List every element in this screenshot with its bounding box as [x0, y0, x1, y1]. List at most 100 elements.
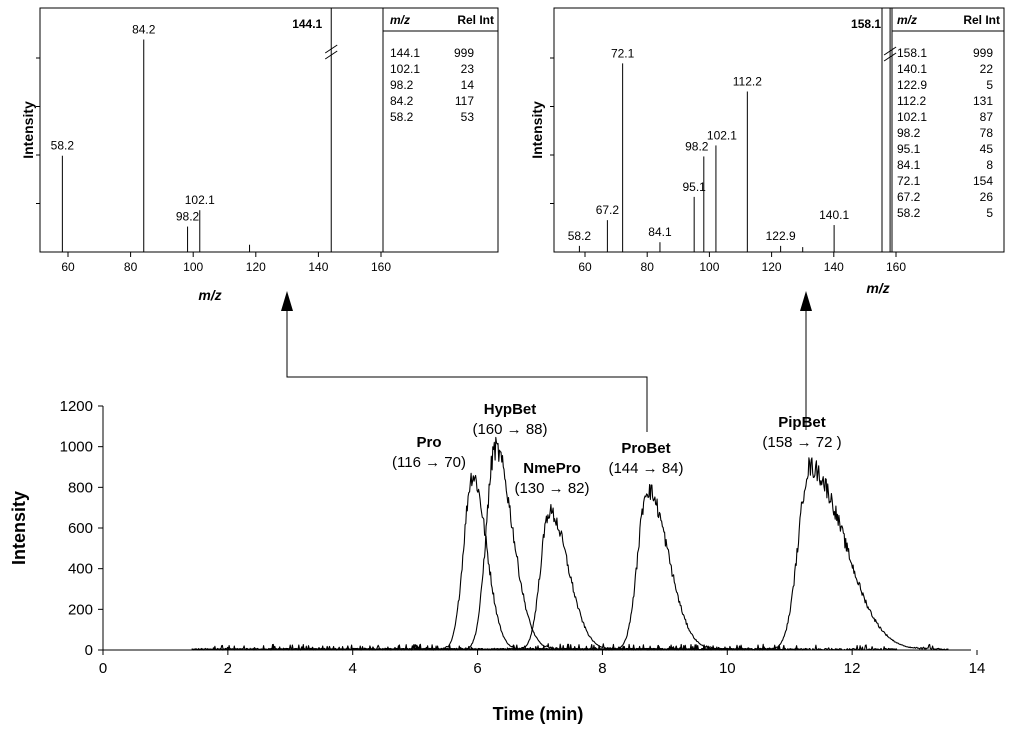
spectrum-panel-pipbet: 60 80 100 120 140 160 58.2 67.2 72.1 84.1 95.1 98.… [529, 7, 1005, 296]
x-tick-label: 6 [473, 660, 481, 677]
peak-label: 58.2 [51, 139, 75, 153]
precursor-peak: 144.1 [292, 8, 338, 252]
peak-label: 67.2 [596, 203, 620, 217]
x-tick-label: 14 [969, 660, 986, 677]
x-tick-label: 0 [99, 660, 107, 677]
table-cell-mz: 112.2 [897, 94, 926, 108]
x-tick-label: 140 [824, 260, 844, 274]
table-cell-relint: 5 [986, 78, 993, 92]
x-axis-ticks: 0 2 4 6 8 10 12 14 [99, 650, 986, 677]
precursor-peak: 158.1 [851, 8, 897, 252]
trace-pro [191, 472, 723, 651]
y-axis-ticks [550, 57, 554, 204]
table-cell-relint: 999 [973, 46, 993, 60]
x-tick-label: 2 [224, 660, 232, 677]
x-tick-label: 80 [641, 260, 655, 274]
table-cell-relint: 131 [973, 94, 993, 108]
peak-label: 58.2 [568, 229, 592, 243]
transition-label: (130 → 82) [514, 480, 589, 497]
y-tick-label: 1000 [60, 439, 93, 456]
transition-label: (158 → 72 ) [762, 434, 841, 451]
table-cell-relint: 154 [973, 174, 993, 188]
x-tick-label: 8 [598, 660, 606, 677]
chromatogram-traces [191, 436, 949, 651]
peak-label: 84.2 [132, 22, 156, 36]
y-tick-label: 1200 [60, 398, 93, 415]
x-tick-label: 100 [699, 260, 719, 274]
axis-break-mark [883, 46, 897, 56]
table-cell-mz: 58.2 [897, 206, 921, 220]
x-tick-label: 12 [844, 660, 861, 677]
y-tick-label: 400 [68, 561, 93, 578]
table-cell-relint: 87 [980, 110, 994, 124]
y-axis-ticks: 0 200 400 600 800 1000 1200 [60, 398, 103, 659]
table-cell-mz: 58.2 [390, 110, 414, 124]
spectrum-peaks: 58.2 84.2 98.2 102.1 [51, 22, 251, 252]
table-cell-mz: 140.1 [897, 62, 927, 76]
table-header-mz: m/z [897, 13, 917, 27]
y-tick-label: 600 [68, 520, 93, 537]
x-tick-label: 120 [762, 260, 782, 274]
table-cell-mz: 102.1 [390, 62, 420, 76]
peak-table: m/z Rel Int 144.1 999 102.1 23 98.2 14 84.2 117 58… [390, 13, 494, 124]
table-cell-mz: 102.1 [897, 110, 927, 124]
table-cell-relint: 53 [461, 110, 475, 124]
table-cell-mz: 72.1 [897, 174, 921, 188]
table-header-relint: Rel Int [457, 13, 494, 27]
connector-arrows [281, 291, 812, 432]
arrowhead-probet [281, 291, 293, 311]
peak-name-label: HypBet [484, 401, 537, 418]
table-cell-mz: 95.1 [897, 142, 921, 156]
table-cell-relint: 26 [980, 190, 994, 204]
chromatogram-panel: 0 200 400 600 800 1000 1200 0 2 4 6 8 10 12 14 Pro (11… [9, 398, 985, 724]
y-axis-label: Intensity [20, 101, 36, 159]
peak-name-label: NmePro [523, 460, 581, 477]
peak-label: 95.1 [682, 180, 706, 194]
arrow-probet-to-spectrum [286, 306, 648, 432]
axis-break-mark [324, 44, 338, 54]
x-tick-label: 160 [886, 260, 906, 274]
x-tick-label: 120 [246, 260, 266, 274]
x-axis-ticks: 60 80 100 120 140 160 [61, 252, 391, 274]
precursor-label: 158.1 [851, 17, 881, 31]
peak-table: m/z Rel Int 158.1 999 140.1 22 122.9 5 112.2 131 1… [897, 13, 1000, 220]
peak-label: 102.1 [707, 128, 737, 142]
table-cell-mz: 84.2 [390, 94, 414, 108]
peak-label: 98.2 [176, 210, 200, 224]
table-cell-mz: 84.1 [897, 158, 921, 172]
x-tick-label: 60 [61, 260, 75, 274]
axis-break-mark [324, 50, 338, 60]
peak-label: 140.1 [819, 208, 849, 222]
table-cell-mz: 98.2 [390, 78, 414, 92]
table-cell-mz: 122.9 [897, 78, 927, 92]
table-cell-relint: 14 [461, 78, 475, 92]
x-axis-label: Time (min) [493, 704, 584, 724]
arrowhead-pipbet [800, 291, 812, 311]
peak-name-label: ProBet [621, 440, 670, 457]
transition-label: (116 → 70) [392, 454, 466, 471]
table-cell-relint: 45 [980, 142, 994, 156]
y-tick-label: 800 [68, 479, 93, 496]
table-cell-relint: 8 [986, 158, 993, 172]
trace-pipbet [528, 457, 949, 651]
spectrum-frame [553, 7, 1005, 253]
table-cell-relint: 999 [454, 46, 474, 60]
x-tick-label: 60 [578, 260, 592, 274]
table-cell-mz: 158.1 [897, 46, 927, 60]
peak-name-label: PipBet [778, 414, 826, 431]
peak-label: 112.2 [733, 75, 762, 89]
peak-name-label: Pro [416, 434, 441, 451]
table-cell-relint: 23 [461, 62, 475, 76]
peak-label: 102.1 [185, 193, 215, 207]
x-tick-label: 4 [349, 660, 357, 677]
trace-probet [366, 483, 898, 651]
precursor-label: 144.1 [292, 17, 322, 31]
table-cell-mz: 67.2 [897, 190, 921, 204]
peak-labels: Pro (116 → 70) HypBet (160 → 88) NmePro (130 … [392, 401, 842, 497]
peak-label: 98.2 [685, 139, 709, 153]
table-header-mz: m/z [390, 13, 410, 27]
table-cell-mz: 144.1 [390, 46, 420, 60]
peak-label: 72.1 [611, 46, 635, 60]
